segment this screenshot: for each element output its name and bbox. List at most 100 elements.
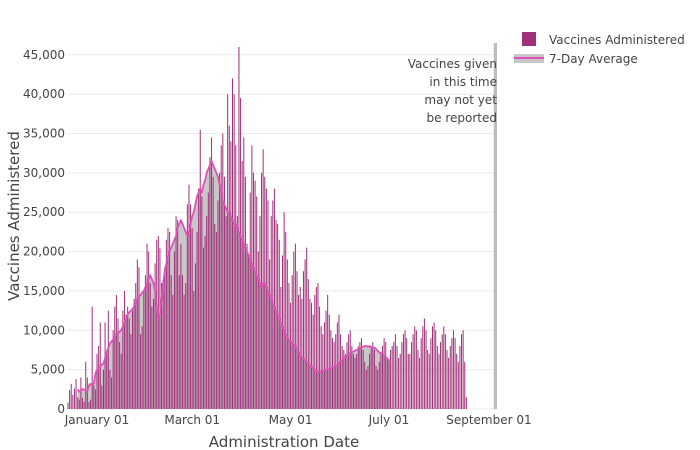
bar xyxy=(193,290,195,409)
y-tick-label: 30,000 xyxy=(23,166,65,180)
bar xyxy=(238,46,240,409)
bar xyxy=(120,353,122,409)
bar xyxy=(211,137,213,409)
bar xyxy=(157,235,159,409)
legend-label: Vaccines Administered xyxy=(549,33,685,47)
bar xyxy=(373,349,375,409)
bar xyxy=(107,310,109,409)
bar xyxy=(283,212,285,409)
bar xyxy=(393,342,395,409)
bar xyxy=(222,133,224,409)
bar xyxy=(70,383,72,409)
bar xyxy=(114,306,116,409)
bar xyxy=(286,259,288,409)
bar xyxy=(294,243,296,409)
bar xyxy=(109,369,111,409)
bar xyxy=(262,149,264,409)
bar xyxy=(140,334,142,409)
bar xyxy=(420,338,422,409)
bar xyxy=(340,334,342,409)
bar xyxy=(351,346,353,409)
bar xyxy=(427,349,429,409)
bar xyxy=(148,251,150,409)
bar xyxy=(228,125,230,410)
bar xyxy=(451,338,453,409)
bar xyxy=(162,287,164,409)
bar xyxy=(346,342,348,409)
bar xyxy=(90,399,92,409)
bar xyxy=(267,200,269,409)
bar xyxy=(325,310,327,409)
bar xyxy=(96,353,98,409)
bar xyxy=(278,239,280,409)
bar xyxy=(156,239,158,409)
bar xyxy=(465,397,467,409)
bar xyxy=(304,259,306,409)
bar xyxy=(361,338,363,409)
bar xyxy=(180,243,182,409)
bar xyxy=(423,318,425,409)
bar xyxy=(86,377,88,409)
bar xyxy=(296,271,298,409)
bar xyxy=(359,342,361,409)
y-tick-label: 20,000 xyxy=(23,245,65,259)
seven-day-average-line xyxy=(76,160,392,393)
annotation-line: Vaccines given xyxy=(408,57,497,71)
x-tick-label: March 01 xyxy=(164,413,220,427)
bar xyxy=(380,353,382,409)
bar xyxy=(257,251,259,409)
bar xyxy=(459,346,461,409)
x-tick-label: September 01 xyxy=(446,413,531,427)
bar xyxy=(443,326,445,409)
bar xyxy=(275,220,277,409)
bar xyxy=(441,334,443,409)
bar xyxy=(312,314,314,409)
bar xyxy=(232,78,233,410)
legend-label: 7-Day Average xyxy=(549,52,638,66)
legend-item-vaccines[interactable]: Vaccines Administered xyxy=(522,32,685,47)
bar xyxy=(136,259,138,409)
bar xyxy=(123,290,125,409)
bar xyxy=(127,306,129,409)
bar xyxy=(135,283,137,409)
bar xyxy=(256,196,258,409)
bar xyxy=(144,275,146,409)
bar xyxy=(154,263,156,409)
bar xyxy=(98,346,100,409)
bar xyxy=(128,318,130,409)
bar xyxy=(77,397,79,409)
seven-day-line xyxy=(76,160,392,393)
bar xyxy=(428,353,430,409)
bar xyxy=(301,298,303,409)
bar xyxy=(338,314,340,409)
bar xyxy=(149,283,151,409)
bar xyxy=(362,349,364,409)
bar xyxy=(394,334,396,409)
bar xyxy=(214,224,216,409)
bar xyxy=(82,397,84,409)
bar xyxy=(372,342,374,409)
bar xyxy=(254,180,256,409)
y-tick-label: 40,000 xyxy=(23,87,65,101)
bar xyxy=(138,267,140,409)
legend-item-seven-day[interactable]: 7-Day Average xyxy=(514,52,638,66)
bar xyxy=(215,231,217,409)
bar xyxy=(407,353,409,409)
bar xyxy=(122,310,124,409)
bar xyxy=(175,216,177,409)
bar xyxy=(219,172,221,409)
bar xyxy=(378,361,380,409)
bar xyxy=(419,357,421,409)
y-tick-label: 15,000 xyxy=(23,284,65,298)
bar xyxy=(143,290,145,409)
y-tick-label: 10,000 xyxy=(23,323,65,337)
bar xyxy=(67,402,69,409)
bar xyxy=(72,394,74,409)
annotation: Vaccines given in this time may not yet … xyxy=(408,57,498,125)
bar xyxy=(365,369,367,409)
bar xyxy=(264,176,266,409)
bar xyxy=(307,279,309,409)
bar xyxy=(178,275,180,409)
bar xyxy=(285,231,287,409)
